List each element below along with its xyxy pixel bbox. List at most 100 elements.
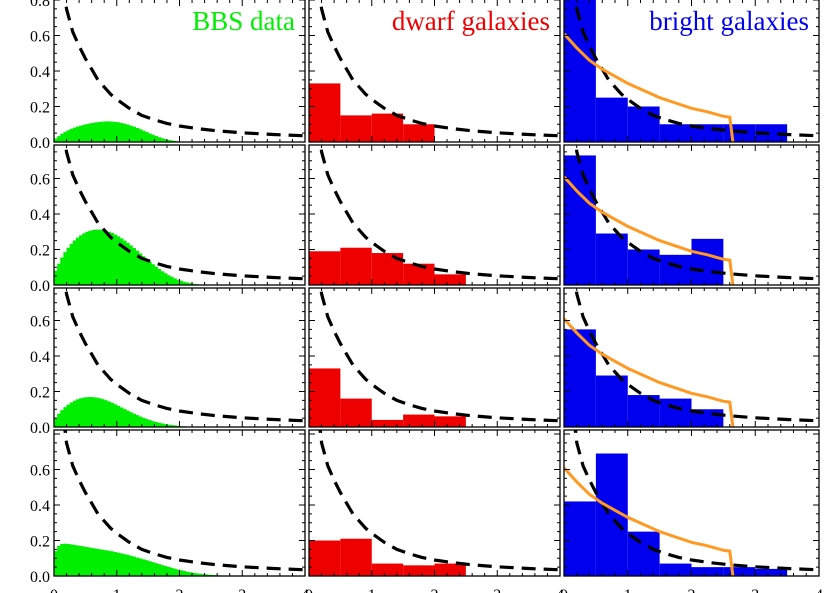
bar-0-0-14 (97, 121, 102, 142)
bar-0-0-29 (144, 132, 149, 142)
bar-1-0-3 (403, 124, 435, 142)
bar-0-2-36 (166, 424, 171, 427)
bar-1-2-2 (371, 419, 404, 427)
dashed-curve-0-1 (64, 145, 305, 281)
bar-1-3-4 (434, 563, 466, 576)
bar-0-1-24 (129, 245, 133, 285)
bar-1-2-1 (340, 398, 372, 427)
bar-0-0-22 (123, 123, 127, 142)
bar-0-3-15 (101, 549, 105, 576)
column-title-bright: bright galaxies (649, 6, 809, 36)
bar-0-2-21 (119, 407, 124, 427)
bar-0-2-29 (144, 419, 149, 427)
panel-0-2 (54, 288, 305, 427)
bar-0-2-6 (72, 400, 77, 427)
x-tick-label-0-0: 0 (50, 587, 58, 593)
column-title-bbs: BBS data (192, 6, 295, 36)
bar-0-3-7 (75, 545, 80, 576)
bar-2-0-2 (627, 106, 660, 142)
bar-0-2-33 (157, 422, 162, 427)
bar-0-3-33 (157, 564, 162, 576)
bar-0-2-2 (60, 410, 64, 427)
x-tick-label-0-3: 3 (238, 587, 246, 593)
bar-0-3-14 (97, 549, 102, 576)
bar-0-0-16 (104, 121, 108, 142)
bar-2-0-1 (595, 97, 628, 142)
bar-0-1-15 (101, 229, 105, 285)
bar-0-3-17 (107, 550, 111, 576)
orange-curve-3 (564, 466, 735, 576)
bar-0-1-19 (113, 234, 118, 285)
bar-0-2-27 (138, 416, 143, 427)
x-tick-label-2-3: 3 (751, 587, 759, 593)
panel-2-0 (564, 0, 819, 142)
bar-0-3-19 (113, 552, 118, 576)
bar-0-0-13 (94, 122, 99, 142)
bar-0-2-15 (101, 399, 105, 427)
bar-0-3-45 (195, 573, 199, 576)
bar-0-2-7 (75, 399, 80, 427)
dashed-curve-1-3 (318, 430, 560, 572)
panel-2-2 (564, 288, 819, 427)
bar-0-2-10 (85, 397, 89, 427)
bar-0-1-10 (85, 231, 89, 285)
bar-2-3-6 (755, 568, 788, 576)
bar-0-0-0 (54, 138, 58, 142)
bar-1-2-3 (403, 414, 435, 427)
bar-0-2-4 (66, 404, 71, 427)
bar-0-1-39 (176, 279, 180, 285)
bar-0-3-12 (91, 548, 96, 576)
bar-0-1-31 (151, 264, 155, 285)
panel-1-1 (309, 145, 560, 285)
bar-0-0-34 (160, 138, 165, 142)
bar-0-0-19 (113, 121, 118, 142)
bar-0-2-22 (123, 409, 127, 427)
column-titles: BBS data dwarf galaxies bright galaxies (192, 6, 809, 36)
bar-0-1-32 (154, 266, 158, 285)
bar-0-3-3 (63, 543, 67, 576)
dashed-curve-2-1 (574, 145, 819, 281)
bar-0-3-43 (188, 572, 193, 576)
bar-0-1-0 (54, 270, 58, 285)
bar-1-1-3 (403, 263, 435, 285)
bar-0-2-0 (54, 418, 58, 427)
bar-0-1-40 (179, 280, 184, 285)
dashed-curve-0-0 (63, 0, 305, 138)
bar-1-2-4 (434, 416, 466, 427)
bar-0-2-23 (126, 410, 130, 427)
bar-0-3-6 (72, 544, 77, 576)
y-tick-label-1-1: 0.2 (30, 243, 50, 260)
bar-0-1-30 (148, 261, 152, 285)
bar-0-3-42 (185, 571, 190, 576)
x-tick-label-1-4: 4 (556, 587, 564, 593)
panel-0-1 (54, 145, 305, 285)
dashed-curve-0-2 (64, 288, 305, 423)
bar-0-3-21 (119, 553, 124, 576)
bar-2-0-6 (755, 124, 788, 142)
x-tick-label-2-0: 0 (560, 587, 568, 593)
bar-2-1-0 (564, 155, 596, 285)
x-tick-label-1-3: 3 (493, 587, 501, 593)
bar-0-0-1 (57, 136, 61, 142)
x-tick-label-0-1: 1 (113, 587, 121, 593)
x-tick-label-1-2: 2 (431, 587, 439, 593)
bar-0-1-9 (82, 233, 86, 285)
bar-0-3-23 (126, 554, 130, 576)
bar-0-3-35 (163, 566, 168, 576)
bar-0-1-34 (160, 271, 165, 285)
dashed-curve-1-2 (319, 288, 560, 423)
bar-0-0-15 (101, 121, 105, 142)
dashed-curve-2-2 (574, 288, 819, 423)
bar-1-3-1 (340, 538, 372, 576)
dashed-curve-1-1 (319, 145, 560, 281)
bar-1-0-1 (340, 115, 372, 142)
bar-0-3-44 (192, 572, 196, 576)
bar-0-1-23 (126, 242, 130, 285)
bar-0-1-41 (182, 281, 187, 285)
y-tick-label-1-2: 0.4 (30, 207, 50, 224)
column-title-dwarf: dwarf galaxies (392, 6, 550, 36)
bar-0-1-16 (104, 230, 108, 285)
bar-2-1-1 (595, 233, 628, 285)
dashed-curve-0-3 (63, 430, 305, 572)
panels-layer (53, 0, 820, 577)
